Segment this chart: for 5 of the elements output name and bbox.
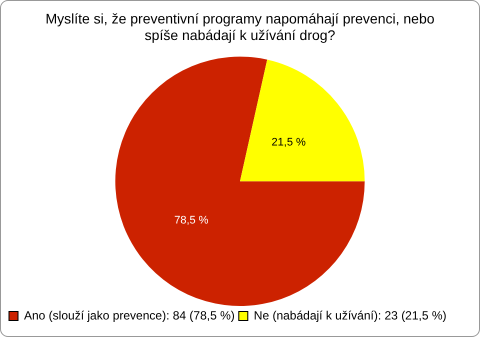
data-label: 78,5 %	[174, 214, 209, 226]
legend-label: Ne (nabádají k užívání): 23 (21,5 %)	[254, 308, 447, 322]
data-label: 21,5 %	[272, 136, 306, 148]
chart-title: Myslíte si, že preventivní programy napomáhají prevenci, nebo spíše nabádají k užívání drog?	[45, 10, 435, 44]
legend-label: Ano (slouží jako prevence): 84 (78,5 %)	[24, 308, 235, 322]
